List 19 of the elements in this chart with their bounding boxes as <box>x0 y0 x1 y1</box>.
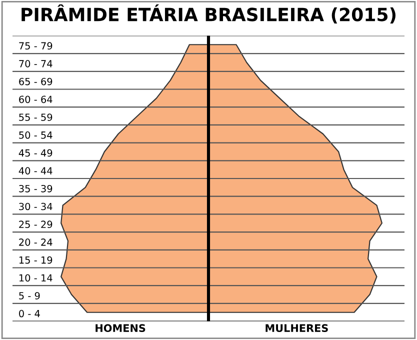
y-tick-label: 55 - 59 <box>19 114 52 121</box>
y-tick-label: 15 - 19 <box>19 256 52 264</box>
y-tick-label: 5 - 9 <box>19 292 40 300</box>
y-tick-label: 75 - 79 <box>19 42 52 50</box>
series-label: HOMENS <box>96 324 146 332</box>
y-tick-label: 25 - 29 <box>19 220 52 228</box>
y-tick-label: 60 - 64 <box>19 96 52 104</box>
y-tick-label: 45 - 49 <box>18 149 52 157</box>
y-tick-label: 30 - 34 <box>19 202 52 210</box>
y-tick-label: 0 - 4 <box>19 310 40 318</box>
y-tick-label: 70 - 74 <box>19 60 52 68</box>
y-tick-label: 20 - 24 <box>19 238 52 246</box>
y-tick-label: 40 - 44 <box>18 167 52 174</box>
series-label: MULHERES <box>266 324 328 332</box>
y-tick-label: 35 - 39 <box>19 184 52 192</box>
y-tick-label: 10 - 14 <box>19 274 52 282</box>
y-tick-label: 65 - 69 <box>19 78 52 86</box>
y-tick-label: 50 - 54 <box>19 131 52 139</box>
chart-title: PIRÂMIDE ETÁRIA BRASILEIRA (2015) <box>22 4 396 24</box>
